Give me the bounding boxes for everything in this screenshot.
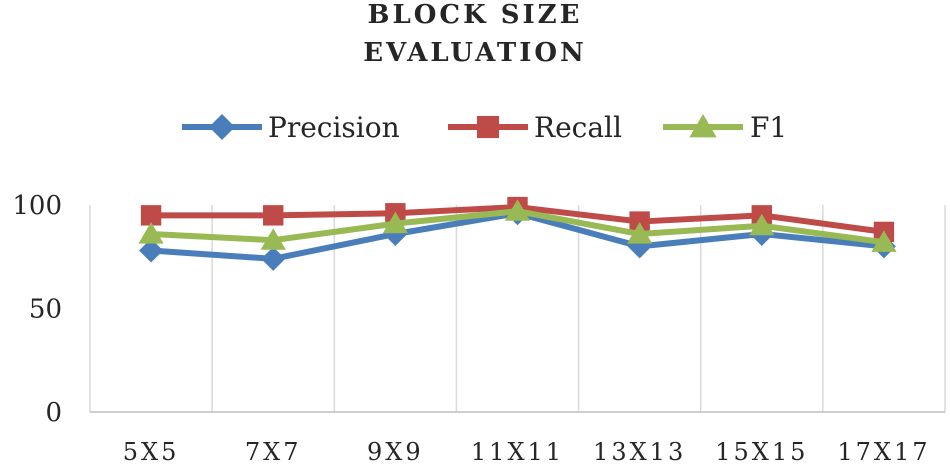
legend-item-recall: Recall [448,111,622,144]
data-point [139,238,164,263]
data-point [504,199,531,221]
legend-label: Precision [268,111,400,144]
y-tick-label: 0 [45,398,62,428]
data-point [871,230,897,252]
axes: 0 50 100 5X5 7X7 9X9 11X11 13X13 15X15 17X17 [12,191,945,464]
y-tick-label: 100 [12,191,62,221]
data-point [749,213,775,236]
legend: Precision Recall F1 [182,111,787,144]
data-point [382,211,408,234]
chart-title-line-2: EVALUATION [363,38,587,68]
x-tick-label: 9X9 [367,438,424,464]
x-tick-label: 15X15 [715,438,808,464]
legend-item-precision: Precision [182,111,400,144]
legend-item-f1: F1 [663,111,787,144]
data-point [629,211,650,232]
x-tick-label: 17X17 [837,438,930,464]
data-point [263,205,284,226]
series-layer [138,196,897,271]
y-tick-label: 50 [29,295,62,325]
legend-label: Recall [534,111,622,144]
x-tick-label: 7X7 [245,438,302,464]
x-tick-label: 13X13 [593,438,686,464]
chart-title-line-1: BLOCK SIZE [367,0,583,30]
data-point [138,221,164,244]
x-tick-label: 11X11 [471,438,564,464]
data-point [261,246,286,271]
legend-marker [689,114,717,138]
data-point [140,205,162,226]
x-tick-label: 5X5 [123,438,180,464]
legend-marker [476,115,500,139]
data-point [260,228,286,250]
series-f1 [138,199,897,252]
legend-marker [209,114,235,140]
data-point [627,221,653,244]
legend-label: F1 [750,111,787,144]
